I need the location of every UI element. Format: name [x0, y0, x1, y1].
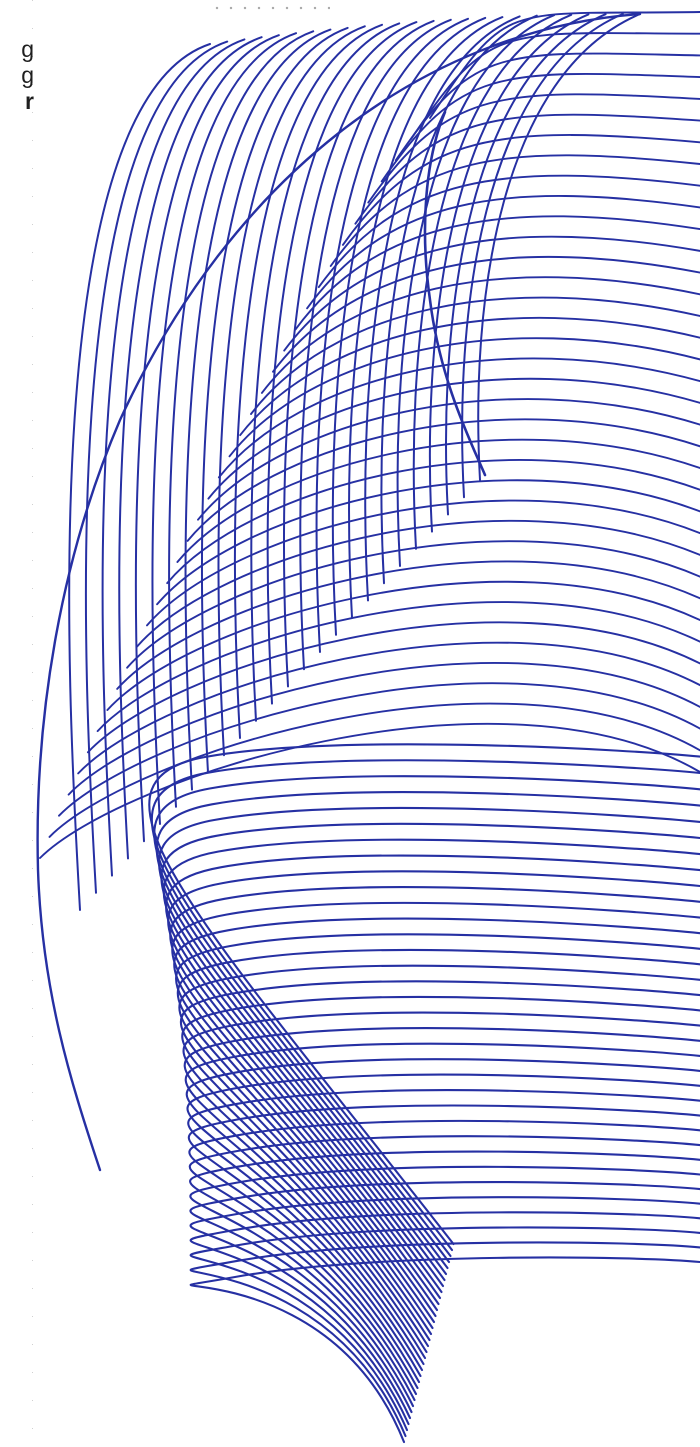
- upper-band-line: [228, 337, 700, 458]
- lower-fan-arc: [162, 838, 700, 1282]
- lower-fan-arc: [189, 1241, 700, 1438]
- upper-band-line: [394, 52, 700, 162]
- upper-band-line: [126, 540, 700, 669]
- crosshatch-arc: [380, 14, 538, 585]
- truncated-side-text: g g r: [21, 36, 34, 114]
- upper-band-line: [67, 661, 700, 796]
- crosshatch-arc: [233, 23, 383, 739]
- upper-band-line: [354, 113, 700, 225]
- lower-fan-arc: [158, 806, 700, 1270]
- crosshatch-arc: [184, 28, 332, 791]
- lower-fan-arc: [178, 964, 700, 1330]
- crosshatch-arc: [84, 40, 229, 894]
- outer-envelope-curve: [36, 12, 642, 1172]
- crosshatch-arc: [134, 34, 280, 843]
- crosshatch-arc: [118, 36, 263, 860]
- side-text-line-3: r: [25, 88, 34, 114]
- upper-band-line: [250, 296, 700, 415]
- lower-fan-arc: [160, 822, 700, 1276]
- upper-band-line: [217, 357, 700, 479]
- side-text-line-1: g: [21, 36, 34, 62]
- lower-fan-arc: [189, 1196, 700, 1420]
- lower-fan-arc: [185, 1058, 700, 1366]
- upper-band-line: [166, 459, 700, 585]
- top-dotted-mark: [210, 6, 330, 10]
- dotted-guide-line: [32, 0, 33, 1447]
- crosshatch-arc: [101, 38, 246, 877]
- lower-fan-arc: [179, 980, 700, 1336]
- upper-band-line: [156, 479, 700, 606]
- lower-fan-arc: [188, 1119, 700, 1390]
- lower-fan-arc: [187, 1089, 700, 1378]
- side-text-line-2: g: [21, 62, 34, 88]
- lower-fan-arc: [186, 1073, 700, 1372]
- lower-fan-arc: [182, 1011, 700, 1348]
- crosshatch-arc: [266, 21, 418, 705]
- upper-band-line: [48, 702, 700, 838]
- lower-fan-arc: [181, 995, 700, 1342]
- crosshatch-arc: [396, 14, 555, 567]
- lower-fan-arc: [189, 1180, 700, 1414]
- lower-fan-arc: [165, 854, 700, 1288]
- lower-fan-arc: [169, 886, 700, 1300]
- crosshatch-arc: [68, 43, 211, 911]
- crosshatch-arc: [282, 19, 435, 688]
- lower-fan-arc: [189, 1256, 700, 1444]
- inner-ridge-curve: [423, 110, 487, 477]
- lower-fan-arc: [155, 791, 700, 1264]
- crosshatch-arc: [348, 16, 504, 619]
- crosshatch-arc: [315, 17, 469, 653]
- crosshatch-arc: [445, 13, 607, 516]
- upper-band-line: [186, 418, 700, 542]
- lower-fan-arc: [175, 933, 700, 1318]
- crosshatch-arc: [250, 22, 401, 722]
- upper-band-line: [380, 73, 700, 183]
- lower-fan-arc: [167, 870, 700, 1294]
- lower-fan-arc: [189, 1226, 700, 1432]
- upper-band-line: [116, 560, 700, 690]
- crosshatch-arc: [412, 13, 573, 550]
- crosshatch-arc: [299, 18, 452, 671]
- upper-band-line: [207, 377, 700, 500]
- pattern-line-group: [36, 11, 700, 1444]
- upper-band-line: [77, 641, 700, 775]
- upper-band-line: [136, 520, 700, 648]
- crosshatch-arc: [168, 30, 315, 808]
- lower-fan-arc: [150, 759, 700, 1252]
- upper-band-line: [58, 682, 700, 817]
- left-gutter: g g r: [0, 0, 34, 1447]
- upper-band-line: [86, 621, 700, 754]
- crosshatch-arc: [428, 13, 590, 533]
- lower-fan-arc: [183, 1027, 700, 1354]
- crosshatch-arc: [477, 13, 641, 481]
- upper-band-line: [306, 195, 700, 310]
- upper-band-line: [146, 499, 700, 627]
- upper-band-line: [176, 438, 700, 563]
- crosshatch-arc: [217, 25, 366, 757]
- upper-band-line: [239, 316, 700, 437]
- crosshatch-arc: [331, 16, 487, 636]
- upper-band-line: [367, 93, 700, 204]
- lower-fan-arc: [153, 775, 700, 1258]
- crosshatch-arc: [201, 26, 349, 774]
- upper-band-line: [96, 601, 700, 733]
- upper-band-line: [260, 276, 700, 394]
- lower-fan-arc: [171, 901, 700, 1306]
- lower-fan-arc: [189, 1150, 700, 1402]
- upper-band-line: [317, 174, 700, 289]
- upper-band-line: [197, 398, 700, 521]
- crosshatch-arc: [151, 32, 297, 825]
